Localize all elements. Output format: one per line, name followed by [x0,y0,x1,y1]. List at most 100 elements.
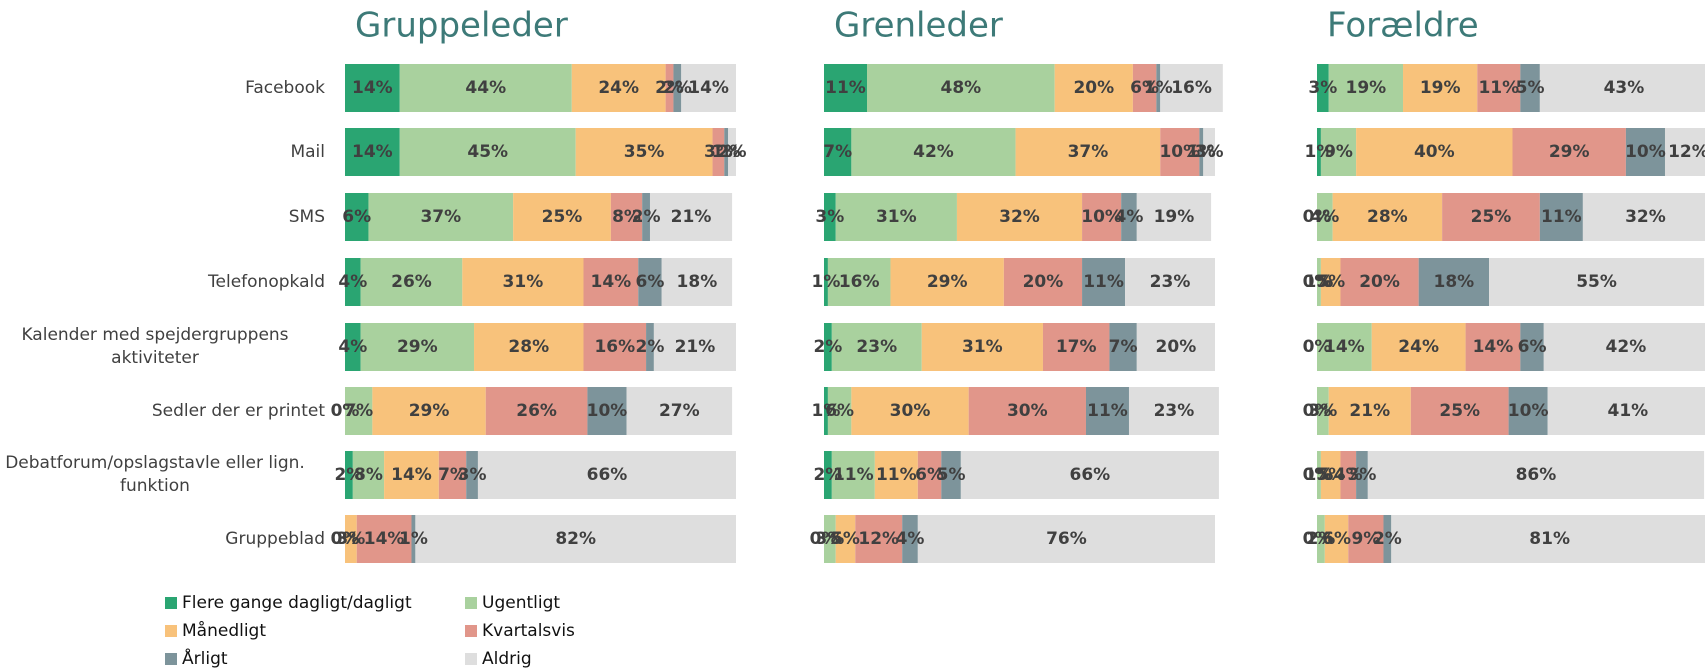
bar-segment [712,128,725,176]
data-label: 43% [1604,78,1645,98]
data-label: 4% [1334,465,1363,485]
data-label: 1% [812,272,841,292]
legend-swatch [165,597,177,609]
bar-segment [827,258,891,306]
bar-segment [399,64,572,112]
bar-segment [1320,451,1341,499]
category-text: Mail [290,141,325,162]
data-label: 8% [354,465,383,485]
bar-segment [649,193,733,241]
data-label: 2% [334,465,363,485]
data-label: 16% [839,272,880,292]
data-label: 2% [813,465,842,485]
bar-segment [1317,323,1372,371]
bar-segment [1367,451,1705,499]
data-label: 1% [1187,142,1216,162]
bar-segment [345,193,369,241]
bar-segment [1042,323,1110,371]
data-label: 23% [856,337,897,357]
bar-segment [1356,128,1513,176]
bar-segment [360,323,475,371]
bar-segment [1520,323,1544,371]
data-label: 31% [503,272,544,292]
bar-segment [583,323,647,371]
data-label: 12% [858,529,899,549]
data-label: 6% [1518,337,1547,357]
bar-segment [673,64,682,112]
data-label: 3% [815,207,844,227]
legend-text: Aldrig [482,649,532,669]
bar-segment [851,128,1016,176]
data-label: 2% [1373,529,1402,549]
data-label: 10% [1159,142,1200,162]
data-label: 3% [1308,401,1337,421]
data-label: 4% [1115,207,1144,227]
data-label: 20% [1156,337,1197,357]
bar-segment [824,258,828,306]
bar-segment [1320,128,1357,176]
bar-segment [646,323,654,371]
bar-segment [1328,387,1411,435]
data-label: 5% [1316,272,1345,292]
bar-segment [583,258,639,306]
data-label: 3% [1308,78,1337,98]
bar-segment [902,515,918,563]
bar-segment [827,387,852,435]
bar-segment [642,193,650,241]
bar-segment [438,451,467,499]
bar-segment [1547,387,1705,435]
data-label: 5% [831,529,860,549]
bar-segment [411,515,416,563]
bar-segment [466,451,478,499]
data-label: 7% [823,142,852,162]
data-label: 28% [1367,207,1408,227]
bar-segment [345,323,361,371]
bar-segment [1512,128,1626,176]
bar-segment [345,258,361,306]
bar-segment [1508,387,1548,435]
bar-segment [1340,258,1419,306]
bar-segment [1418,258,1490,306]
legend-swatch [165,625,177,637]
data-label: 10% [1508,401,1549,421]
data-label: 2% [632,207,661,227]
data-label: 21% [671,207,712,227]
data-label: 3% [815,529,844,549]
data-label: 2% [1306,529,1335,549]
legend-swatch [465,625,477,637]
data-label: 19% [1154,207,1195,227]
data-label: 8% [612,207,641,227]
bar-segment [356,515,412,563]
legend-item: Flere gange dagligt/dagligt [165,591,412,615]
data-label: 14% [591,272,632,292]
data-label: 26% [516,401,557,421]
legend-text: Kvartalsvis [482,621,575,641]
legend-swatch [465,653,477,665]
data-label: 11% [1087,401,1128,421]
data-label: 82% [555,529,596,549]
data-label: 66% [587,465,628,485]
data-label: 0% [810,529,839,549]
bar-segment [345,451,353,499]
legend-swatch [465,597,477,609]
data-label: 25% [1471,207,1512,227]
bar-segment [477,451,736,499]
data-label: 6% [1130,78,1159,98]
category-text: Debatforum/opslagstavle eller lign. funk… [5,453,305,496]
bar-segment [1442,193,1540,241]
bar-segment [831,323,922,371]
data-label: 11% [876,465,917,485]
data-label: 14% [391,465,432,485]
data-label: 5% [1316,465,1345,485]
bar-segment [1340,451,1357,499]
bar-segment [824,128,852,176]
bar-segment [1160,64,1223,112]
data-label: 37% [420,207,461,227]
bar-segment [1543,323,1705,371]
legend-text: Ugentligt [482,593,561,613]
data-label: 0% [331,529,360,549]
bar-segment [824,64,868,112]
data-label: 14% [352,142,393,162]
data-label: 2% [655,78,684,98]
